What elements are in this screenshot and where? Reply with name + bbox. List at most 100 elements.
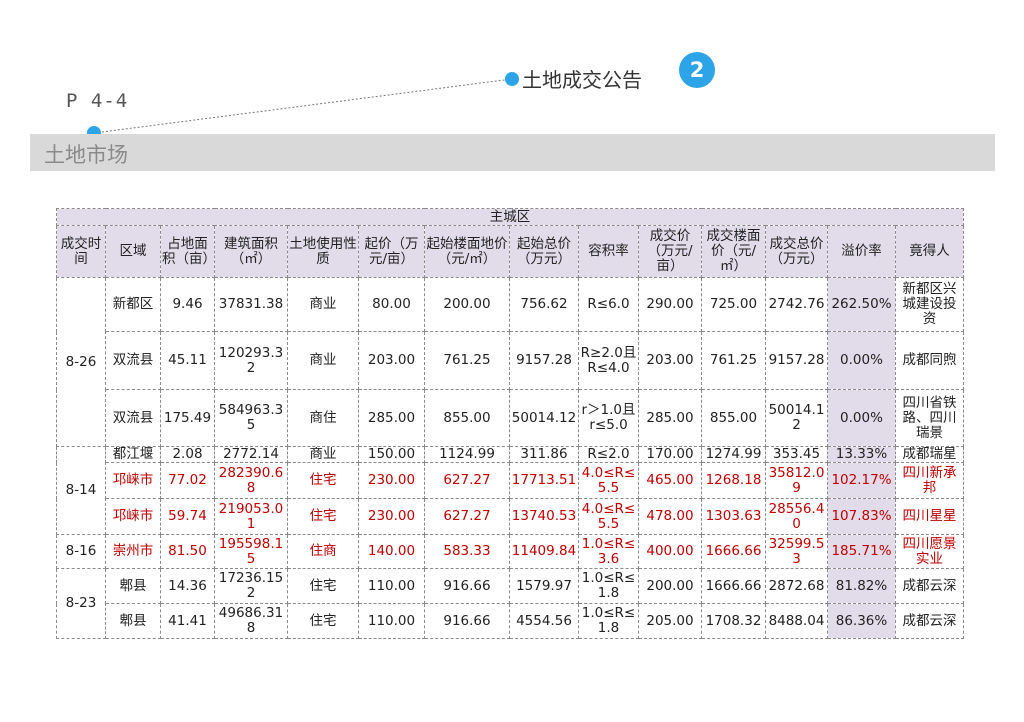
district-cell: 邛崃市 xyxy=(105,498,161,535)
data-cell: 13.33% xyxy=(827,446,896,463)
data-cell: r＞1.0且r≤5.0 xyxy=(578,389,639,447)
data-cell: 商业 xyxy=(287,446,359,463)
column-header: 起始总价（万元） xyxy=(509,225,579,278)
data-cell: 120293.32 xyxy=(214,331,288,390)
data-cell: 230.00 xyxy=(358,462,425,499)
winner-cell: 成都同煦 xyxy=(895,331,964,390)
winner-cell: 四川新承邦 xyxy=(895,462,964,499)
data-cell: 203.00 xyxy=(358,331,425,390)
data-cell: 1303.63 xyxy=(701,498,766,535)
table-row: 8-23 郫县 14.36 17236.152 住宅 110.00 916.66 1579.9… xyxy=(56,568,964,639)
data-cell: 102.17% xyxy=(827,462,896,499)
data-cell: R≤2.0 xyxy=(578,446,639,463)
data-cell: 1.0≤R≤1.8 xyxy=(578,603,639,639)
column-header: 成交时间 xyxy=(56,225,106,278)
data-cell: 住宅 xyxy=(287,568,359,604)
data-cell: 1666.66 xyxy=(701,534,766,569)
date-cell: 8-26 xyxy=(56,277,106,447)
data-cell: 28556.40 xyxy=(765,498,828,535)
data-cell: 1666.66 xyxy=(701,568,766,604)
data-cell: 住商 xyxy=(287,534,359,569)
data-cell: 2742.76 xyxy=(765,277,828,332)
data-cell: 商住 xyxy=(287,389,359,447)
data-cell: 商业 xyxy=(287,331,359,390)
column-header: 起价（万元/亩） xyxy=(358,225,425,278)
connector-dot-right xyxy=(505,72,519,86)
data-cell: 107.83% xyxy=(827,498,896,535)
data-cell: 8488.04 xyxy=(765,603,828,639)
data-cell: 627.27 xyxy=(424,462,510,499)
data-cell: 583.33 xyxy=(424,534,510,569)
data-cell: 9157.28 xyxy=(509,331,579,390)
data-cell: 17713.51 xyxy=(509,462,579,499)
data-cell: 170.00 xyxy=(638,446,702,463)
column-header: 建筑面积（㎡） xyxy=(214,225,288,278)
data-cell: 230.00 xyxy=(358,498,425,535)
data-cell: 1579.97 xyxy=(509,568,579,604)
table-row: 8-16 崇州市 81.50 195598.15 住商 140.00 583.33 11409… xyxy=(56,534,964,569)
data-cell: 175.49 xyxy=(160,389,215,447)
data-cell: 59.74 xyxy=(160,498,215,535)
section-title: 土地市场 xyxy=(44,143,128,167)
data-cell: 13740.53 xyxy=(509,498,579,535)
data-cell: 2772.14 xyxy=(214,446,288,463)
data-cell: 80.00 xyxy=(358,277,425,332)
data-cell: 285.00 xyxy=(638,389,702,447)
data-cell: 916.66 xyxy=(424,568,510,604)
column-header: 溢价率 xyxy=(827,225,896,278)
winner-cell: 四川省铁路、四川瑞景 xyxy=(895,389,964,447)
data-cell: 11409.84 xyxy=(509,534,579,569)
data-cell: 110.00 xyxy=(358,568,425,604)
district-cell: 郫县 xyxy=(105,603,161,639)
data-cell: 2.08 xyxy=(160,446,215,463)
date-cell: 8-23 xyxy=(56,568,106,639)
winner-cell: 成都云深 xyxy=(895,568,964,604)
column-header: 区域 xyxy=(105,225,161,278)
winner-cell: 成都云深 xyxy=(895,603,964,639)
data-cell: 1274.99 xyxy=(701,446,766,463)
land-transaction-table: 主城区 成交时间 区域 占地面积（亩） 建筑面积（㎡） 土地使用性质 起价（万元/亩） 起始楼… xyxy=(56,208,964,639)
data-cell: 400.00 xyxy=(638,534,702,569)
data-cell: 1268.18 xyxy=(701,462,766,499)
table-group-header: 主城区 xyxy=(56,208,964,226)
data-cell: 761.25 xyxy=(701,331,766,390)
data-cell: 0.00% xyxy=(827,331,896,390)
data-cell: 140.00 xyxy=(358,534,425,569)
table-row: 邛崃市 59.74 219053.01 住宅 230.00 627.27 13740.53 4… xyxy=(57,498,964,535)
data-cell: 77.02 xyxy=(160,462,215,499)
column-header: 竟得人 xyxy=(895,225,964,278)
data-cell: 725.00 xyxy=(701,277,766,332)
winner-cell: 四川星星 xyxy=(895,498,964,535)
data-cell: 住宅 xyxy=(287,603,359,639)
data-cell: 282390.68 xyxy=(214,462,288,499)
announcement-title: 土地成交公告 xyxy=(522,68,642,92)
district-cell: 崇州市 xyxy=(105,534,161,569)
winner-cell: 成都瑞星 xyxy=(895,446,964,463)
data-cell: 4.0≤R≤5.5 xyxy=(578,462,639,499)
data-cell: 855.00 xyxy=(424,389,510,447)
data-cell: 2872.68 xyxy=(765,568,828,604)
data-cell: 465.00 xyxy=(638,462,702,499)
section-title-bar: 土地市场 xyxy=(30,134,995,171)
district-cell: 邛崃市 xyxy=(105,462,161,499)
data-cell: 41.41 xyxy=(160,603,215,639)
data-cell: 627.27 xyxy=(424,498,510,535)
data-cell: 285.00 xyxy=(358,389,425,447)
data-cell: 1.0≤R≤3.6 xyxy=(578,534,639,569)
column-header: 容积率 xyxy=(578,225,639,278)
data-cell: 50014.12 xyxy=(509,389,579,447)
data-cell: 50014.12 xyxy=(765,389,828,447)
data-cell: 45.11 xyxy=(160,331,215,390)
column-header: 占地面积（亩） xyxy=(160,225,215,278)
data-cell: 1708.32 xyxy=(701,603,766,639)
data-cell: 4.0≤R≤5.5 xyxy=(578,498,639,535)
data-cell: 916.66 xyxy=(424,603,510,639)
data-cell: 9.46 xyxy=(160,277,215,332)
data-cell: 195598.15 xyxy=(214,534,288,569)
section-number-badge: 2 xyxy=(679,52,715,88)
table-row: 8-26 新都区 9.46 37831.38 商业 80.00 200.00 756.62 R≤… xyxy=(56,277,964,447)
winner-cell: 新都区兴城建设投资 xyxy=(895,277,964,332)
data-cell: 住宅 xyxy=(287,498,359,535)
data-cell: 203.00 xyxy=(638,331,702,390)
data-cell: 290.00 xyxy=(638,277,702,332)
